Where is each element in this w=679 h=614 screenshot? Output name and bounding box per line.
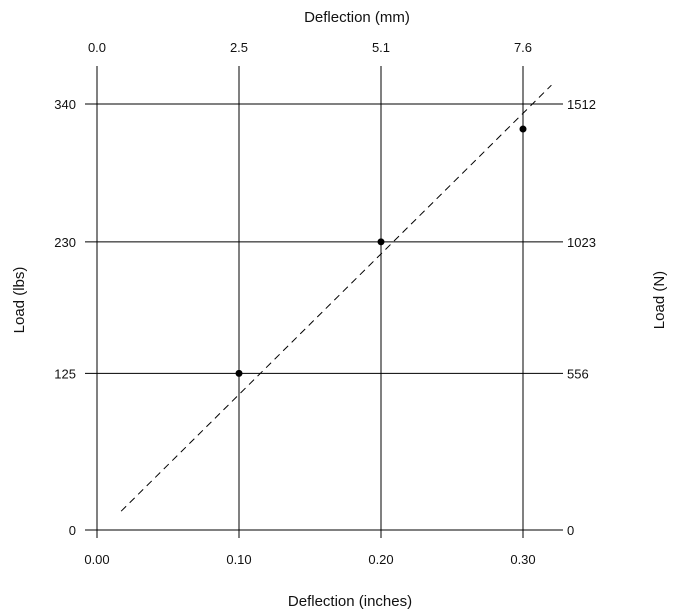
x2-tick-label: 7.6 xyxy=(514,40,532,55)
x-axis-title: Deflection (inches) xyxy=(288,593,412,610)
x-tick-label: 0.00 xyxy=(84,552,109,567)
x2-tick-label: 2.5 xyxy=(230,40,248,55)
y-tick-label: 230 xyxy=(54,235,76,250)
x-tick-label: 0.20 xyxy=(368,552,393,567)
y2-tick-label: 1023 xyxy=(567,235,596,250)
data-points xyxy=(235,125,527,377)
y-tick-label: 125 xyxy=(54,366,76,381)
data-point xyxy=(235,369,243,377)
tick-labels: 0.00 0.0 0.10 2.5 0.20 5.1 0.30 7.6 0 0 125 556 230 1… xyxy=(54,40,596,567)
y2-tick-label: 1512 xyxy=(567,97,596,112)
y-tick-label: 340 xyxy=(54,97,76,112)
x2-tick-label: 5.1 xyxy=(372,40,390,55)
x-tick-label: 0.30 xyxy=(510,552,535,567)
data-point xyxy=(519,125,527,133)
data-point xyxy=(377,238,385,246)
y-axis-title: Load (lbs) xyxy=(11,267,28,334)
y2-axis-title: Load (N) xyxy=(651,271,668,329)
x2-axis-title: Deflection (mm) xyxy=(304,9,410,26)
y2-tick-label: 0 xyxy=(567,523,574,538)
y-tick-label: 0 xyxy=(69,523,76,538)
grid-lines xyxy=(85,66,563,538)
y2-tick-label: 556 xyxy=(567,366,589,381)
x2-tick-label: 0.0 xyxy=(88,40,106,55)
x-tick-label: 0.10 xyxy=(226,552,251,567)
trendline-layer xyxy=(120,84,552,512)
trend-line xyxy=(120,84,552,512)
